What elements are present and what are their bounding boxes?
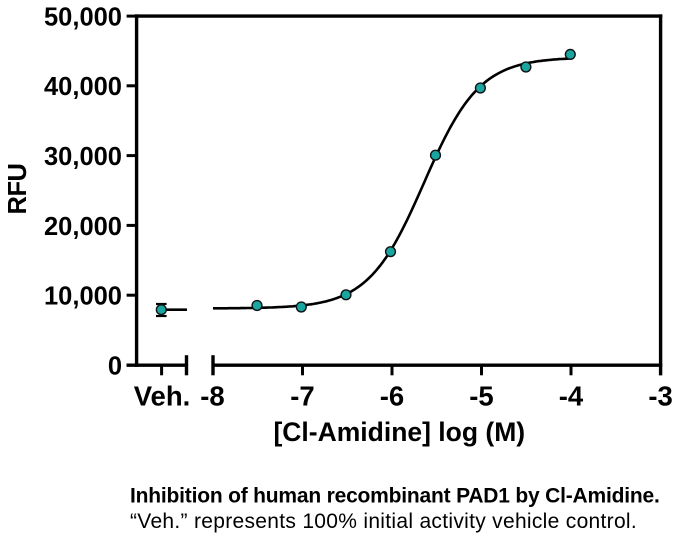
svg-text:-6: -6 <box>380 380 404 411</box>
svg-text:30,000: 30,000 <box>44 143 122 171</box>
svg-text:“Veh.” represents 100% initial: “Veh.” represents 100% initial activity … <box>130 510 637 533</box>
svg-text:50,000: 50,000 <box>44 3 122 31</box>
svg-text:0: 0 <box>108 353 122 381</box>
svg-text:[Cl-Amidine] log (M): [Cl-Amidine] log (M) <box>273 417 525 447</box>
svg-text:RFU: RFU <box>4 164 32 215</box>
svg-text:10,000: 10,000 <box>44 283 122 311</box>
svg-text:-5: -5 <box>469 380 493 411</box>
svg-text:-3: -3 <box>648 380 672 411</box>
svg-text:Inhibition of human recombinan: Inhibition of human recombinant PAD1 by … <box>130 484 660 507</box>
svg-text:20,000: 20,000 <box>44 213 122 241</box>
svg-text:40,000: 40,000 <box>44 73 122 101</box>
svg-text:-7: -7 <box>290 380 314 411</box>
svg-text:Veh.: Veh. <box>134 380 191 411</box>
svg-text:-8: -8 <box>200 380 224 411</box>
svg-text:-4: -4 <box>559 380 584 411</box>
